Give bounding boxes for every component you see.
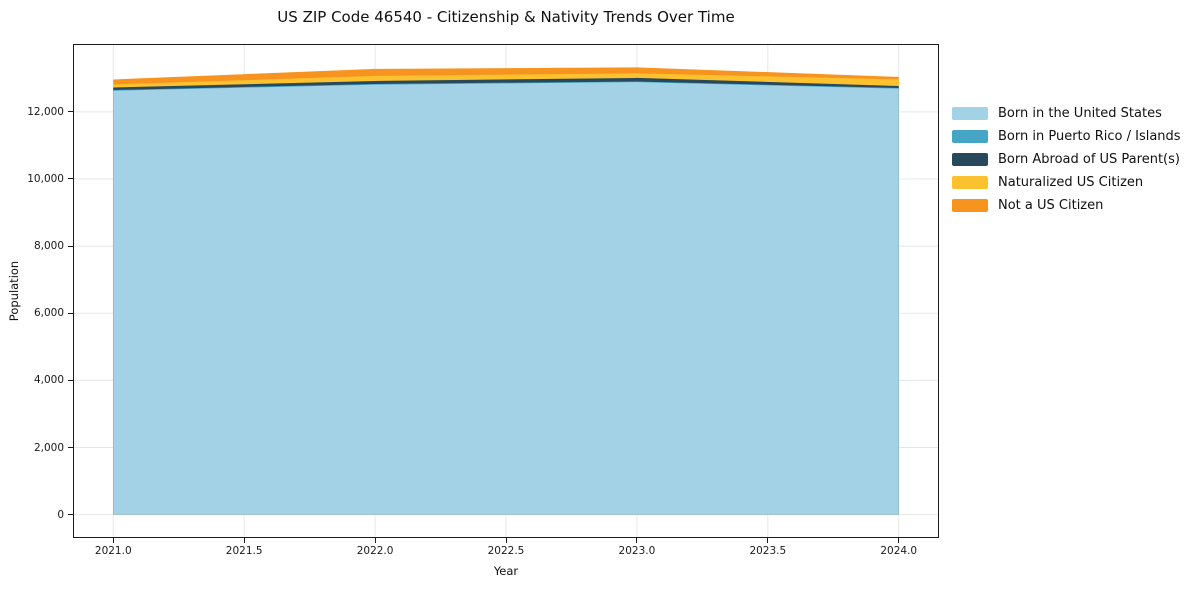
y-tick-label: 2,000 (33, 441, 64, 454)
y-tick-mark (68, 447, 73, 448)
legend-item: Born in the United States (952, 106, 1181, 121)
y-tick-label: 0 (57, 508, 64, 521)
y-tick-mark (68, 379, 73, 381)
legend: Born in the United States Born in Puerto … (952, 106, 1181, 213)
x-axis-label: Year (493, 564, 519, 578)
plot-area (73, 44, 939, 538)
x-tick-mark (112, 538, 114, 543)
y-tick-mark (68, 245, 73, 247)
y-tick-label: 4,000 (33, 374, 64, 387)
stacked-area-chart (74, 45, 938, 537)
x-tick-mark (898, 538, 900, 543)
x-tick-mark (505, 538, 507, 543)
legend-swatch-icon (952, 153, 988, 166)
legend-swatch-icon (952, 199, 988, 212)
y-tick-mark (68, 312, 73, 314)
legend-label: Born in the United States (998, 106, 1162, 121)
x-tick-mark (767, 538, 769, 543)
x-tick-label: 2022.0 (356, 545, 394, 557)
legend-item: Naturalized US Citizen (952, 175, 1181, 190)
y-tick-label: 6,000 (33, 307, 64, 320)
legend-item: Born Abroad of US Parent(s) (952, 152, 1181, 167)
legend-label: Born in Puerto Rico / Islands (998, 129, 1181, 144)
x-tick-mark (636, 538, 638, 543)
chart-title: US ZIP Code 46540 - Citizenship & Nativi… (277, 8, 735, 26)
x-tick-label: 2021.5 (225, 545, 263, 557)
legend-label: Naturalized US Citizen (998, 175, 1144, 190)
y-tick-mark (68, 178, 73, 180)
area-series (113, 82, 899, 515)
x-tick-label: 2023.0 (618, 545, 656, 557)
y-tick-label: 10,000 (27, 172, 64, 185)
legend-swatch-icon (952, 176, 988, 189)
x-tick-mark (243, 538, 245, 543)
x-tick-label: 2024.0 (880, 545, 918, 557)
legend-label: Born Abroad of US Parent(s) (998, 152, 1180, 167)
legend-swatch-icon (952, 130, 988, 143)
x-tick-label: 2021.0 (94, 545, 132, 557)
x-tick-label: 2022.5 (487, 545, 525, 557)
legend-item: Born in Puerto Rico / Islands (952, 129, 1181, 144)
y-tick-mark (68, 514, 73, 516)
y-tick-label: 8,000 (33, 240, 64, 253)
legend-swatch-icon (952, 107, 988, 120)
x-tick-mark (374, 538, 376, 543)
legend-item: Not a US Citizen (952, 198, 1181, 213)
y-tick-mark (68, 111, 73, 113)
y-tick-label: 12,000 (27, 105, 64, 118)
legend-label: Not a US Citizen (998, 198, 1104, 213)
x-tick-label: 2023.5 (749, 545, 787, 557)
